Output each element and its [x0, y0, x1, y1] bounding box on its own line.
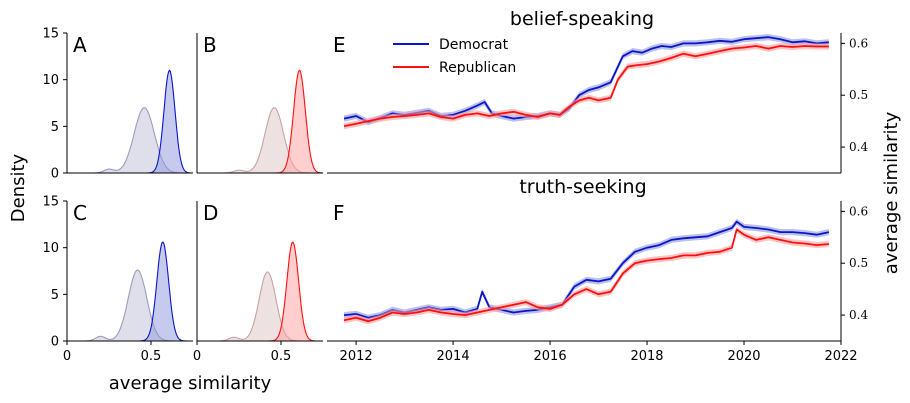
shared-y-axis-label: Density	[8, 153, 29, 222]
y-tick-label: 0	[51, 167, 59, 182]
shared-x-axis-label: average similarity	[109, 373, 272, 394]
right-y-axis-label: average similarity	[881, 111, 902, 274]
y-tick-label: 15	[42, 27, 59, 42]
panel-f: 0.4 0.5 0.6 2012 2014 2016 2018 2020 2022 Ftruth-…	[327, 176, 868, 364]
x-tick-label: 0	[193, 349, 201, 364]
series-line-f-republican	[343, 228, 829, 323]
density-fill-c-0	[67, 270, 193, 341]
panel-letter: C	[73, 201, 87, 225]
ci-band-f-republican	[344, 226, 829, 325]
x-tick-label: 2022	[824, 349, 857, 364]
density-fill-a-0	[67, 107, 193, 173]
panel-title: truth-seeking	[519, 176, 646, 198]
y-tick-label: 5	[51, 120, 59, 135]
panel-letter: E	[333, 33, 346, 57]
y-tick-label: 0.5	[849, 88, 868, 102]
density-fill-d-0	[197, 272, 323, 341]
legend-label-republican: Republican	[439, 60, 516, 76]
panel-c: 0 5 10 15 0 0.5 C	[42, 195, 193, 364]
legend-label-democrat: Democrat	[439, 37, 509, 53]
panel-a: 0 5 10 15 A	[42, 27, 193, 182]
panel-title: belief-speaking	[510, 8, 654, 30]
panel-letter: A	[73, 33, 87, 57]
series-line-e-democrat	[343, 36, 829, 124]
x-tick-label: 2014	[437, 349, 470, 364]
y-tick-label: 0.6	[849, 204, 868, 218]
panel-letter: D	[203, 201, 218, 225]
x-tick-label: 0	[63, 349, 71, 364]
y-tick-label: 10	[42, 241, 59, 256]
ci-band-e-republican	[344, 42, 829, 130]
series-line-e-republican	[343, 45, 829, 128]
density-fill-a-1	[67, 70, 193, 173]
panel-letter: F	[333, 201, 345, 225]
x-tick-label: 2016	[534, 349, 567, 364]
y-tick-label: 10	[42, 73, 59, 88]
ci-band-f-democrat	[344, 218, 829, 321]
x-tick-label: 2020	[727, 349, 760, 364]
series-line-f-democrat	[343, 220, 830, 319]
y-tick-label: 5	[51, 288, 59, 303]
y-tick-label: 0.4	[849, 308, 868, 322]
y-tick-label: 15	[42, 195, 59, 210]
y-tick-label: 0	[51, 335, 59, 350]
x-tick-label: 2012	[340, 349, 373, 364]
y-tick-label: 0.5	[849, 256, 868, 270]
y-tick-label: 0.6	[849, 36, 868, 50]
density-fill-d-1	[197, 242, 323, 341]
x-tick-label: 0.5	[271, 349, 292, 364]
panel-d: 0 0.5 D	[193, 201, 323, 364]
panels: 0 5 10 15 A B 0 5 10 15 0 0.5 C 0 0.5 D 0.4 0.5 0.6 Ebelief…	[42, 8, 868, 364]
density-fill-b-1	[197, 70, 323, 173]
density-fill-c-1	[67, 242, 193, 341]
panel-letter: B	[203, 33, 217, 57]
legend: Democrat Republican	[393, 37, 516, 76]
panel-b: B	[196, 33, 324, 174]
x-tick-label: 2018	[630, 349, 663, 364]
density-fill-b-0	[197, 107, 323, 173]
x-tick-label: 0.5	[141, 349, 162, 364]
y-tick-label: 0.4	[849, 140, 868, 154]
